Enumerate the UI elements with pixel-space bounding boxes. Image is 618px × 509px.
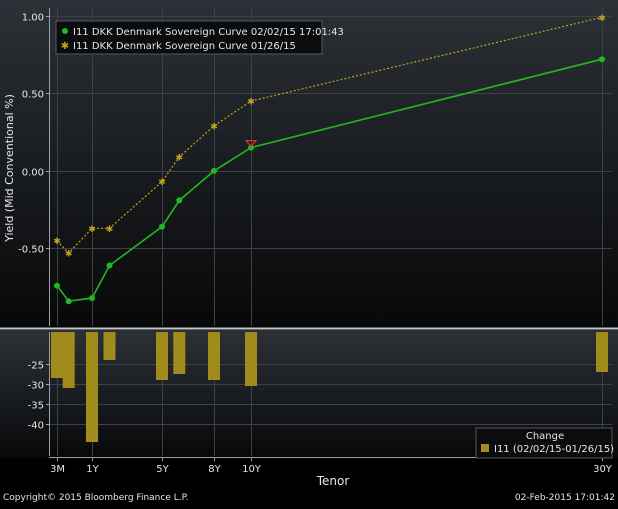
x-tick-label: 3M (50, 464, 65, 475)
prior-curve-marker: ✱ (106, 225, 114, 235)
selected-point-marker (244, 140, 258, 148)
x-axis-title: Tenor (316, 474, 350, 488)
copyright-text: Copyright© 2015 Bloomberg Finance L.P. (3, 493, 188, 503)
x-tick-labels: 3M 1Y 5Y 8Y 10Y 30Y (50, 457, 613, 475)
prior-curve-marker: ✱ (176, 153, 184, 163)
current-curve-marker (248, 144, 254, 151)
change-bar (86, 332, 98, 442)
prior-curve-marker: ✱ (88, 225, 96, 235)
prior-curve-legend-label: I11 DKK Denmark Sovereign Curve 01/26/15 (73, 41, 296, 52)
footer-timestamp: 02-Feb-2015 17:01:42 (515, 493, 615, 503)
top-y-tick-label: 1.00 (22, 13, 44, 24)
change-bar (156, 332, 168, 380)
current-curve-marker (89, 295, 95, 302)
change-bar (596, 332, 608, 372)
y-axis-title: Yield (Mid Conventional %) (3, 94, 16, 243)
current-curve-marker (106, 262, 113, 269)
prior-curve-marker: ✱ (65, 250, 73, 260)
change-bar (208, 332, 220, 380)
prior-curve-legend-star: ✱ (61, 41, 69, 52)
current-curve-marker (211, 167, 217, 174)
bottom-y-tick-label: -25 (28, 361, 44, 372)
curve-lines: ✱ ✱ ✱ ✱ ✱ ✱ ✱ ✱ ✱ (53, 14, 606, 305)
x-tick-label: 5Y (156, 464, 169, 475)
current-curve-marker (176, 197, 183, 204)
current-curve-legend-dot (62, 28, 68, 34)
bottom-y-tick-label: -40 (28, 421, 44, 432)
x-tick-label: 1Y (86, 464, 99, 475)
current-curve-legend-label: I11 DKK Denmark Sovereign Curve 02/02/15… (73, 27, 344, 38)
prior-curve-line (56, 16, 603, 254)
current-curve-marker (599, 56, 605, 63)
curve-legend[interactable]: I11 DKK Denmark Sovereign Curve 02/02/15… (55, 20, 344, 55)
top-y-tick-label: 0.50 (22, 90, 44, 101)
prior-curve-marker: ✱ (247, 98, 255, 108)
change-legend-title: Change (526, 431, 564, 442)
change-bar (51, 332, 63, 378)
prior-curve-marker: ✱ (598, 14, 606, 24)
change-legend-label: I11 (02/02/15-01/26/15) (494, 444, 614, 455)
change-legend-box (475, 427, 613, 459)
prior-curve-marker: ✱ (158, 178, 166, 188)
bottom-y-tick-label: -35 (28, 401, 44, 412)
bottom-y-tick-label: -30 (28, 381, 44, 392)
x-tick-label: 8Y (208, 464, 221, 475)
top-y-tick-labels: -0.50 0.00 0.50 1.00 (18, 13, 44, 256)
change-bar (245, 332, 257, 386)
current-curve-marker (65, 298, 72, 305)
change-bar (103, 332, 116, 360)
change-bar (173, 332, 186, 374)
change-bar (62, 332, 75, 388)
top-grid (46, 8, 612, 326)
current-curve-marker (54, 282, 60, 289)
change-legend-swatch (481, 444, 489, 452)
top-y-tick-label: 0.00 (22, 168, 44, 179)
curve-legend-box (55, 20, 323, 55)
change-bars (51, 332, 608, 442)
bottom-y-tick-labels: -25 -30 -35 -40 (28, 361, 44, 432)
x-tick-label: 10Y (242, 464, 262, 475)
x-tick-label: 30Y (593, 464, 613, 475)
prior-curve-marker: ✱ (53, 237, 61, 247)
top-y-tick-label: -0.50 (18, 245, 44, 256)
current-curve-marker (159, 223, 165, 230)
change-legend[interactable]: Change I11 (02/02/15-01/26/15) (475, 427, 614, 459)
prior-curve-marker: ✱ (210, 122, 218, 132)
